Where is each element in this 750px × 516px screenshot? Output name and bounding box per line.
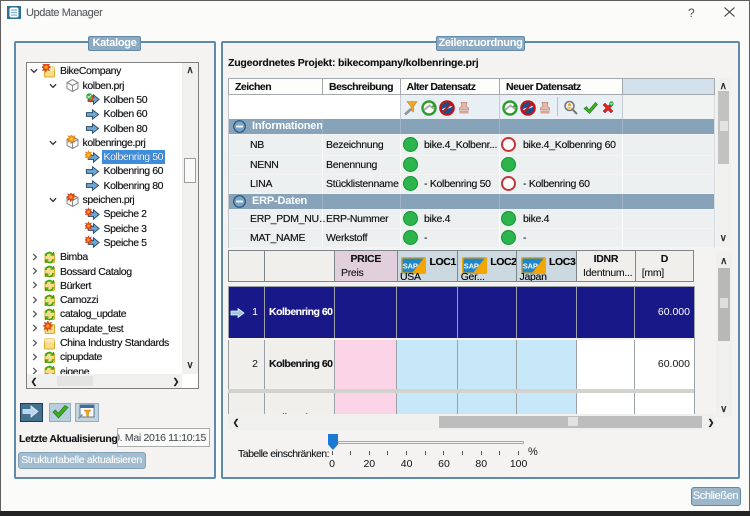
svg-text:SAP: SAP [403,261,418,270]
svg-text:SAP: SAP [522,261,537,270]
svg-text:SAP: SAP [463,261,478,270]
